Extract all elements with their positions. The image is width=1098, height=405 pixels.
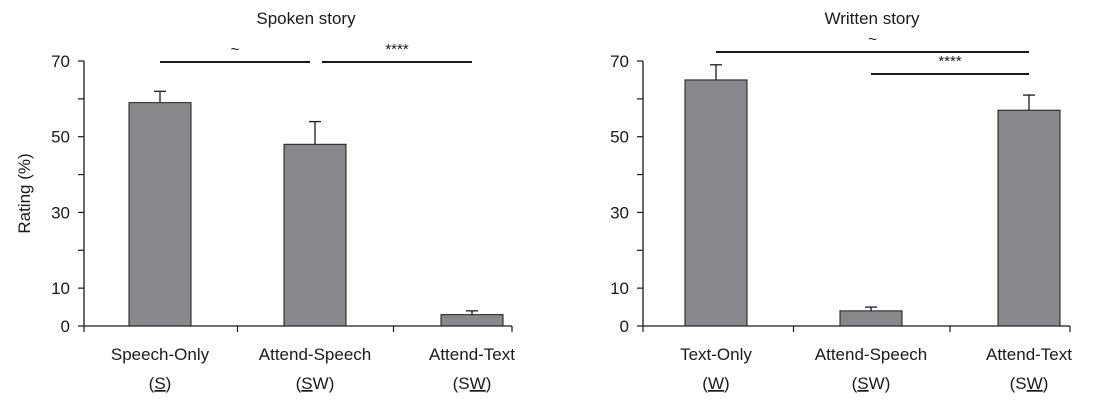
x-category-code: (SW) (296, 374, 335, 393)
y-tick-label: 10 (610, 279, 629, 298)
x-category-code: (S) (149, 374, 172, 393)
y-tick-label: 10 (51, 279, 70, 298)
y-tick-label: 70 (51, 52, 70, 71)
x-category-label: Attend-Text (429, 345, 515, 364)
significance-label: **** (938, 53, 962, 70)
bar (839, 310, 903, 327)
y-tick-label: 70 (610, 52, 629, 71)
x-category-label: Speech-Only (111, 345, 210, 364)
y-tick-label: 50 (51, 128, 70, 147)
x-category-label: Attend-Speech (815, 345, 927, 364)
chart-title: Written story (824, 9, 920, 28)
x-category-code: (SW) (852, 374, 891, 393)
chart-panel-1: Spoken story 0 10 30 50 70 Rating (%) Speech-On… (15, 9, 515, 393)
bar (684, 79, 748, 327)
significance-label: **** (385, 41, 409, 58)
significance-label: ~ (868, 31, 877, 48)
x-category-code: (SW) (1010, 374, 1049, 393)
x-category-code: (SW) (453, 374, 492, 393)
x-category-code: (W) (702, 374, 729, 393)
y-tick-label: 30 (51, 203, 70, 222)
bar (283, 143, 347, 327)
chart-panel-2: Written story 0 10 30 50 70 Text-Only (W) Attend… (610, 9, 1072, 393)
x-category-label: Attend-Text (986, 345, 1072, 364)
significance-label: ~ (231, 41, 240, 58)
bar (440, 314, 504, 327)
x-category-label: Text-Only (680, 345, 752, 364)
y-tick-label: 50 (610, 128, 629, 147)
y-tick-label: 0 (61, 317, 70, 336)
bar (128, 102, 192, 327)
y-tick-label: 30 (610, 203, 629, 222)
chart-title: Spoken story (256, 9, 356, 28)
x-category-label: Attend-Speech (259, 345, 371, 364)
y-axis-label: Rating (%) (15, 153, 34, 233)
y-tick-label: 0 (620, 317, 629, 336)
bar (997, 109, 1061, 327)
